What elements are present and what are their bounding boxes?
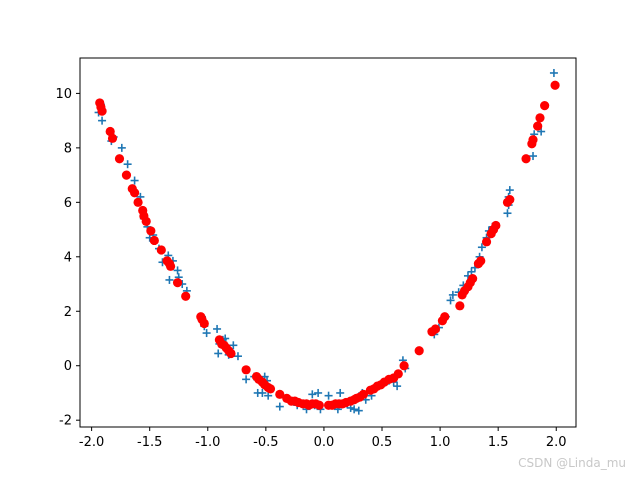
- circle-marker: [455, 301, 465, 311]
- circle-marker: [129, 188, 140, 198]
- y-tick-label: 4: [64, 250, 72, 265]
- circle-marker: [114, 154, 125, 164]
- circle-marker: [521, 154, 531, 164]
- plus-marker: [233, 352, 242, 361]
- circle-marker: [97, 106, 107, 116]
- plus-marker: [503, 209, 512, 218]
- plus-marker: [354, 406, 363, 415]
- circle-marker: [481, 237, 492, 247]
- circle-marker: [430, 324, 441, 334]
- circle-marker: [393, 369, 403, 379]
- x-tick-label: 1.5: [488, 435, 509, 450]
- circle-marker: [133, 197, 143, 207]
- plus-marker: [173, 266, 182, 275]
- y-tick-label: 0: [64, 359, 72, 374]
- circle-marker: [121, 170, 132, 180]
- plus-marker: [214, 349, 223, 358]
- circle-marker: [156, 245, 166, 255]
- y-tick-label: 2: [64, 305, 72, 320]
- circle-marker: [440, 312, 450, 322]
- x-tick-label: 0.5: [372, 435, 393, 450]
- plus-marker: [446, 296, 455, 305]
- x-tick-label: -2.0: [79, 435, 104, 450]
- x-tick-label: 2.0: [546, 435, 567, 450]
- plus-marker: [242, 375, 251, 384]
- circle-marker: [199, 318, 209, 329]
- circle-marker: [107, 133, 118, 143]
- circle-marker: [535, 113, 545, 123]
- circle-marker: [505, 195, 515, 205]
- circle-marker: [172, 278, 183, 288]
- x-axis: -2.0 -1.5 -1.0 -0.5 0.0 0.5 1.0 1.5 2.0: [79, 427, 567, 450]
- plus-marker: [123, 160, 132, 169]
- circle-marker: [146, 226, 156, 236]
- circle-marker: [491, 220, 501, 231]
- x-tick-label: 0.0: [314, 435, 335, 450]
- circle-marker: [533, 121, 543, 131]
- circle-marker: [166, 261, 176, 271]
- plus-marker: [308, 390, 317, 399]
- plus-marker: [275, 402, 284, 411]
- y-tick-label: -2: [59, 414, 72, 429]
- x-tick-label: 1.0: [430, 435, 451, 450]
- plus-marker: [529, 152, 538, 161]
- plus-marker: [258, 388, 267, 397]
- watermark: CSDN @Linda_mu: [518, 456, 626, 470]
- plus-marker: [505, 186, 514, 195]
- circle-marker: [540, 101, 550, 111]
- circle-marker: [314, 400, 324, 410]
- plus-marker: [549, 68, 558, 77]
- y-tick-label: 10: [55, 87, 72, 102]
- y-tick-label: 8: [64, 141, 72, 156]
- circle-marker: [241, 365, 251, 375]
- circle-marker: [550, 80, 560, 90]
- circle-marker: [275, 389, 285, 399]
- plus-marker: [213, 324, 222, 333]
- circle-marker: [141, 216, 151, 226]
- y-axis: -2 0 2 4 6 8 10: [55, 87, 80, 429]
- circle-marker: [528, 135, 538, 145]
- circle-marker: [399, 361, 409, 371]
- plus-marker: [324, 391, 333, 400]
- plot-area-frame: [79, 57, 577, 428]
- plus-marker: [264, 391, 273, 400]
- y-tick-label: 6: [64, 196, 72, 211]
- plus-marker: [350, 405, 359, 414]
- circle-marker: [226, 348, 236, 359]
- plus-marker: [336, 388, 345, 397]
- plus-marker: [117, 143, 126, 152]
- plus-marker: [229, 341, 238, 350]
- plus-marker: [130, 176, 139, 185]
- circle-marker: [149, 235, 159, 246]
- circle-marker: [468, 273, 478, 284]
- plus-marker: [314, 388, 323, 397]
- plus-marker: [98, 116, 107, 125]
- circle-marker: [358, 389, 369, 399]
- x-tick-label: -1.0: [195, 435, 220, 450]
- x-tick-label: -1.5: [137, 435, 162, 450]
- plus-marker: [477, 243, 486, 252]
- plus-marker: [165, 275, 174, 284]
- circle-marker: [181, 291, 191, 301]
- plus-marker: [393, 382, 402, 391]
- chart-marks: [94, 68, 560, 415]
- circle-marker: [476, 256, 486, 266]
- circle-marker: [265, 384, 276, 394]
- circle-marker: [414, 346, 424, 356]
- plus-marker: [202, 329, 211, 338]
- x-tick-label: -0.5: [253, 435, 278, 450]
- plus-marker: [448, 290, 457, 299]
